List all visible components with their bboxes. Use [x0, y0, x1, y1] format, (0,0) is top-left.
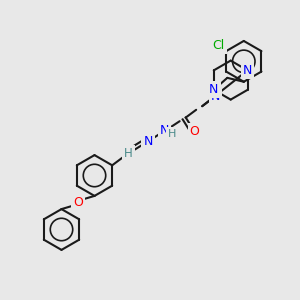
Text: N: N [243, 64, 252, 77]
Text: O: O [190, 125, 200, 138]
Text: N: N [160, 124, 169, 137]
Text: N: N [143, 135, 153, 148]
Text: H: H [124, 147, 133, 160]
Text: H: H [168, 129, 176, 140]
Text: O: O [73, 196, 83, 209]
Text: N: N [211, 90, 220, 103]
Text: N: N [209, 83, 218, 96]
Text: Cl: Cl [212, 39, 225, 52]
